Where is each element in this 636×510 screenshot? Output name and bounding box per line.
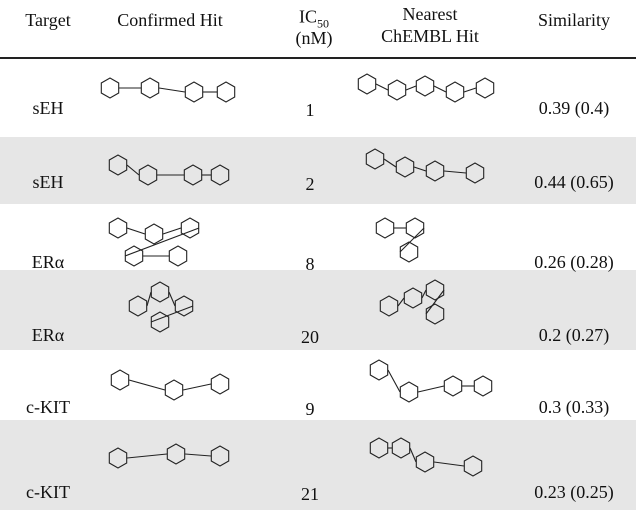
- header-ic50-unit: (nM): [295, 28, 333, 48]
- molecule-structure: [369, 437, 483, 477]
- ic50-value: 2: [305, 174, 315, 194]
- header-nearest: ChEMBL Hit: [381, 26, 479, 46]
- target: ERα: [31, 325, 65, 345]
- molecule-structure: [128, 281, 194, 333]
- header-nearest: Nearest: [402, 4, 458, 24]
- ic50-value: 8: [305, 254, 315, 274]
- similarity: 0.39 (0.4): [538, 98, 610, 118]
- header-ic50-sub: 50: [317, 16, 329, 31]
- header-rule: [0, 57, 636, 59]
- similarity: 0.23 (0.25): [534, 482, 614, 502]
- row-shading: [0, 137, 636, 204]
- molecule-structure: [100, 77, 236, 103]
- molecule-structure: [369, 359, 493, 403]
- similarity: 0.44 (0.65): [534, 172, 614, 192]
- header-similarity: Similarity: [538, 10, 610, 30]
- molecule-structure: [110, 369, 230, 401]
- molecule-structure: [375, 217, 425, 263]
- header-ic50-text: IC: [299, 6, 317, 27]
- molecule-structure: [108, 154, 230, 186]
- row-shading: [0, 420, 636, 510]
- similarity: 0.26 (0.28): [534, 252, 614, 272]
- molecule-structure: [357, 73, 495, 103]
- molecule-structure: [108, 217, 200, 267]
- ic50-value: 1: [305, 100, 315, 120]
- molecule-structure: [365, 148, 485, 184]
- target: ERα: [31, 252, 65, 272]
- header-ic50: IC50: [299, 6, 329, 35]
- target: c-KIT: [26, 397, 70, 417]
- header-target: Target: [25, 10, 71, 30]
- molecule-structure: [379, 279, 445, 325]
- target: sEH: [32, 172, 64, 192]
- row-shading: [0, 270, 636, 350]
- ic50-value: 9: [305, 399, 315, 419]
- molecule-structure: [108, 443, 230, 469]
- ic50-value: 20: [301, 327, 319, 347]
- similarity: 0.3 (0.33): [538, 397, 610, 417]
- ic50-value: 21: [301, 484, 319, 504]
- header-confirmed-hit: Confirmed Hit: [117, 10, 223, 30]
- target: c-KIT: [26, 482, 70, 502]
- similarity: 0.2 (0.27): [538, 325, 610, 345]
- target: sEH: [32, 98, 64, 118]
